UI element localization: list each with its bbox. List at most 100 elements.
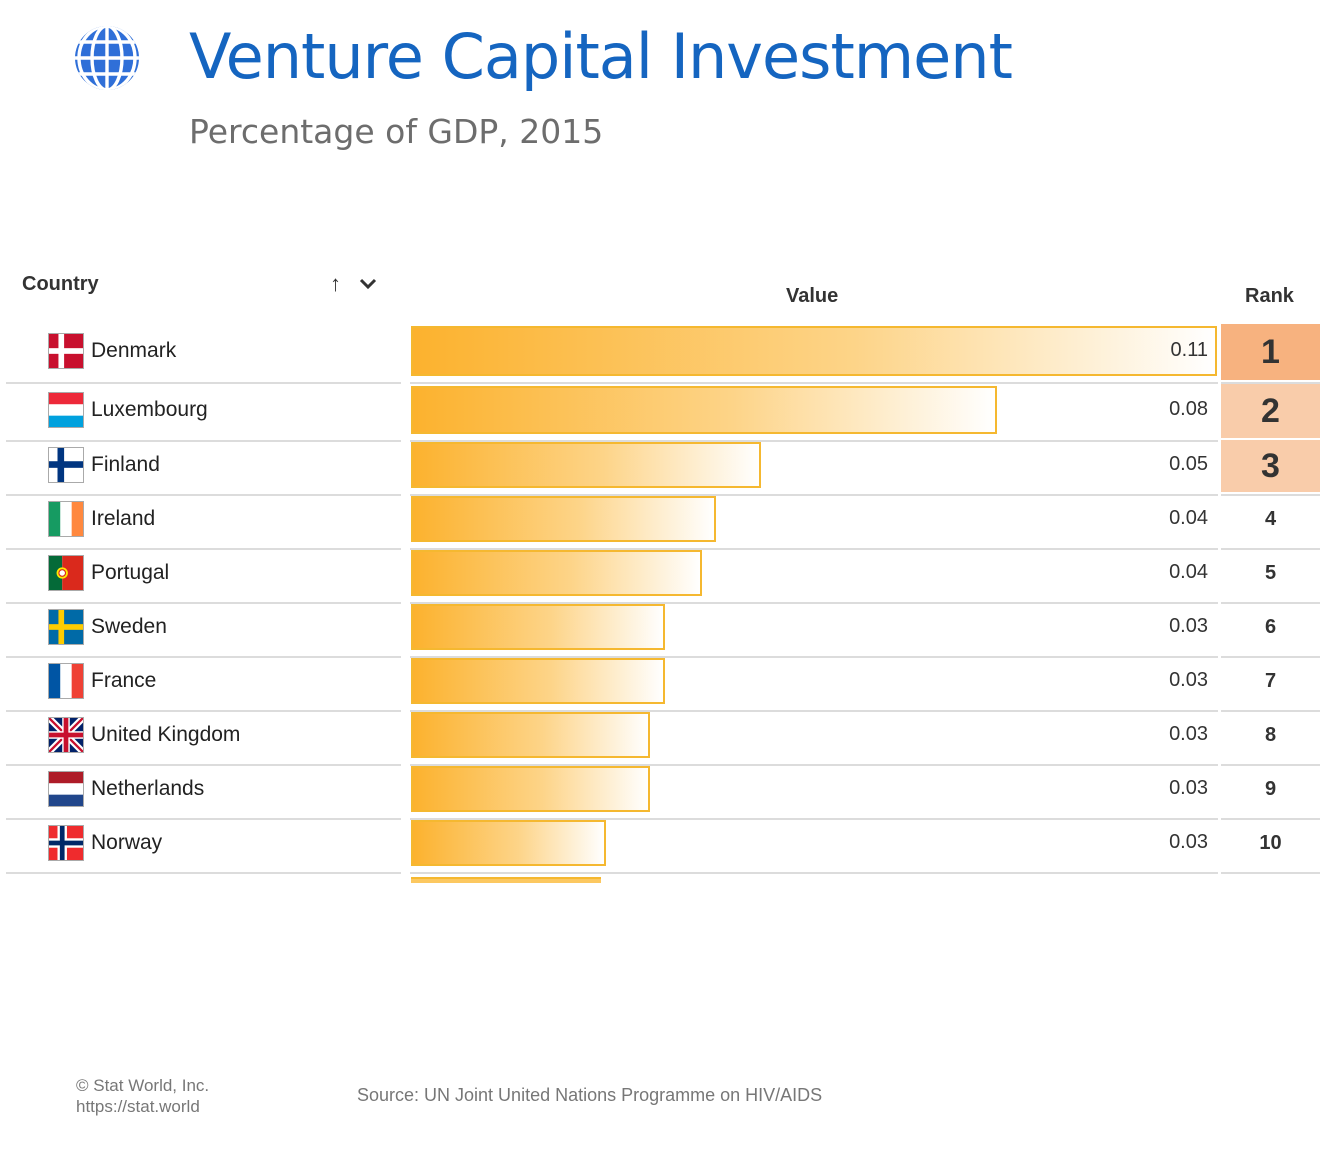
- flag-icon: [48, 663, 84, 699]
- table-row: Finland 0.05 3: [0, 440, 1334, 496]
- row-divider: [1221, 710, 1320, 712]
- row-divider: [6, 602, 401, 604]
- rank-label: 7: [1264, 670, 1277, 692]
- bar: [411, 766, 650, 812]
- country-label: United Kingdom: [91, 723, 241, 746]
- value-label: 0.08: [1169, 398, 1208, 420]
- table-row: Netherlands 0.03 9: [0, 766, 1334, 820]
- bar: [411, 442, 761, 488]
- column-header-country[interactable]: Country: [22, 273, 99, 295]
- table-row: Norway 0.03 10: [0, 820, 1334, 874]
- flag-icon: [48, 771, 84, 807]
- country-label: Denmark: [91, 339, 177, 362]
- bar: [411, 658, 665, 704]
- sort-ascending-icon[interactable]: ↑: [330, 271, 341, 296]
- flag-icon: [48, 555, 84, 591]
- row-divider: [1221, 872, 1320, 874]
- bar: [411, 326, 1217, 376]
- rank-label: 6: [1264, 616, 1277, 638]
- row-divider: [410, 602, 1218, 604]
- flag-icon: [48, 333, 84, 369]
- rank-label: 2: [1221, 384, 1320, 438]
- flag-icon: [48, 392, 84, 428]
- flag-icon: [48, 825, 84, 861]
- rank-label: 5: [1264, 562, 1277, 584]
- bar: [411, 712, 650, 758]
- value-label: 0.04: [1169, 507, 1208, 529]
- row-divider: [410, 656, 1218, 658]
- value-label: 0.11: [1170, 339, 1208, 361]
- value-label: 0.03: [1169, 615, 1208, 637]
- rank-label: 10: [1259, 832, 1282, 854]
- row-divider: [410, 764, 1218, 766]
- row-divider: [1221, 382, 1320, 384]
- table-row: Ireland 0.04 4: [0, 496, 1334, 550]
- bar: [411, 820, 606, 866]
- row-divider: [6, 382, 401, 384]
- row-divider: [1221, 494, 1320, 496]
- rank-label: 8: [1264, 724, 1277, 746]
- country-label: Finland: [91, 453, 160, 476]
- table-row: Portugal 0.04 5: [0, 550, 1334, 604]
- rank-label: 9: [1264, 778, 1277, 800]
- row-divider: [6, 548, 401, 550]
- value-label: 0.04: [1169, 561, 1208, 583]
- rank-label: 1: [1221, 324, 1320, 380]
- row-divider: [6, 818, 401, 820]
- value-label: 0.03: [1169, 723, 1208, 745]
- value-label: 0.05: [1169, 453, 1208, 475]
- row-divider: [6, 656, 401, 658]
- country-label: Sweden: [91, 615, 167, 638]
- row-divider: [410, 440, 1218, 442]
- row-divider: [410, 872, 1218, 874]
- row-divider: [1221, 548, 1320, 550]
- row-divider: [1221, 818, 1320, 820]
- footer-copyright: © Stat World, Inc.: [76, 1076, 210, 1095]
- column-header-rank[interactable]: Rank: [1245, 285, 1294, 307]
- row-divider: [6, 440, 401, 442]
- value-label: 0.03: [1169, 777, 1208, 799]
- row-divider: [6, 710, 401, 712]
- row-divider: [410, 818, 1218, 820]
- country-label: Norway: [91, 831, 163, 854]
- partial-bar: [411, 877, 601, 883]
- rank-label: 3: [1221, 440, 1320, 492]
- row-divider: [6, 494, 401, 496]
- table-row: Denmark 0.11 1: [0, 324, 1334, 384]
- row-divider: [1221, 764, 1320, 766]
- country-label: Netherlands: [91, 777, 205, 800]
- value-label: 0.03: [1169, 669, 1208, 691]
- flag-icon: [48, 609, 84, 645]
- page-subtitle: Percentage of GDP, 2015: [189, 112, 604, 151]
- flag-icon: [48, 717, 84, 753]
- row-divider: [410, 382, 1218, 384]
- table-row: Sweden 0.03 6: [0, 604, 1334, 658]
- row-divider: [410, 548, 1218, 550]
- row-divider: [6, 872, 401, 874]
- column-header-value[interactable]: Value: [786, 285, 839, 307]
- footer-source: Source: UN Joint United Nations Programm…: [357, 1085, 823, 1105]
- row-divider: [410, 710, 1218, 712]
- footer-url[interactable]: https://stat.world: [76, 1097, 200, 1116]
- value-label: 0.03: [1169, 831, 1208, 853]
- country-label: Ireland: [91, 507, 156, 530]
- footer-credits: © Stat World, Inc. https://stat.world: [76, 1075, 209, 1117]
- globe-icon: [75, 26, 139, 90]
- country-label: Portugal: [91, 561, 170, 584]
- bar: [411, 386, 997, 434]
- row-divider: [1221, 602, 1320, 604]
- bar: [411, 550, 702, 596]
- table-row: Luxembourg 0.08 2: [0, 384, 1334, 442]
- table-row: United Kingdom 0.03 8: [0, 712, 1334, 766]
- bar: [411, 496, 716, 542]
- country-label: France: [91, 669, 157, 692]
- country-label: Luxembourg: [91, 398, 208, 421]
- bar: [411, 604, 665, 650]
- table-row: France 0.03 7: [0, 658, 1334, 712]
- row-divider: [410, 494, 1218, 496]
- rank-label: 4: [1264, 508, 1277, 530]
- flag-icon: [48, 501, 84, 537]
- chevron-down-icon[interactable]: [358, 276, 378, 292]
- row-divider: [1221, 656, 1320, 658]
- flag-icon: [48, 447, 84, 483]
